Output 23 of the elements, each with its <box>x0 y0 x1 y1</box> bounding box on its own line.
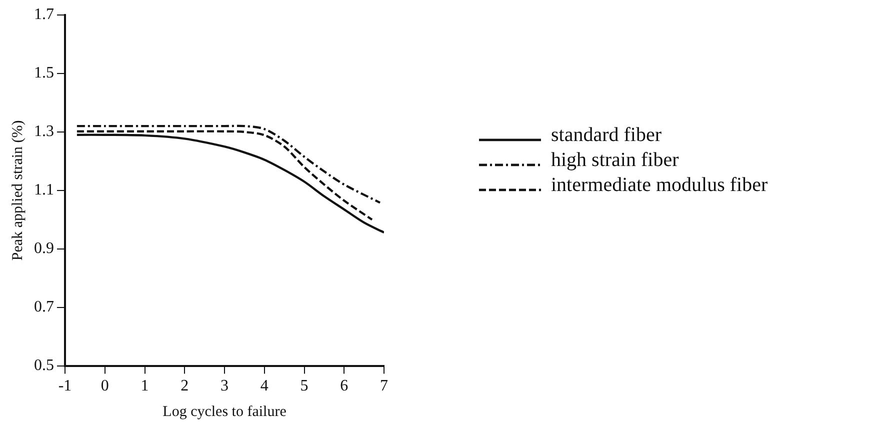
x-tick-label: 7 <box>380 378 388 395</box>
legend-label: high strain fiber <box>551 148 680 171</box>
x-tick-label: 5 <box>300 378 308 395</box>
x-tick-label: 2 <box>180 378 189 395</box>
y-tick-label: 1.7 <box>34 6 54 24</box>
y-tick-label: 1.5 <box>34 64 54 82</box>
y-tick-label: 0.9 <box>34 240 54 258</box>
x-tick-label: 4 <box>260 378 268 395</box>
x-axis-title: Log cycles to failure <box>162 404 287 420</box>
legend-label: standard fiber <box>551 124 662 146</box>
line-series <box>76 134 384 234</box>
line-series <box>76 124 382 204</box>
y-tick-label: 0.7 <box>34 298 54 316</box>
y-tick-label: 0.5 <box>34 357 54 374</box>
y-tick-label: 1.1 <box>34 182 54 199</box>
x-tick-label: 6 <box>340 378 348 395</box>
x-tick-label: -1 <box>58 378 72 395</box>
legend-label: intermediate modulus fiber <box>551 174 768 196</box>
x-tick-label: 3 <box>220 378 228 395</box>
x-tick-label: 0 <box>100 378 109 395</box>
y-tick-label: 1.3 <box>34 123 54 140</box>
y-axis-title: Peak applied strain (%) <box>10 120 26 261</box>
x-tick-label: 1 <box>140 378 149 395</box>
